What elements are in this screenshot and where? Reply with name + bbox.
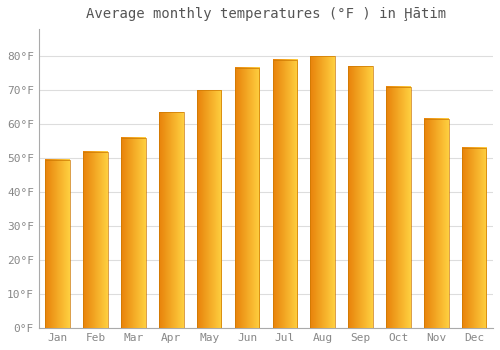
Bar [234,68,260,328]
Bar [310,56,335,328]
Bar [84,152,108,328]
Title: Average monthly temperatures (°F ) in Ḩātim: Average monthly temperatures (°F ) in Ḩā… [86,7,446,21]
Bar [424,119,448,328]
Bar [121,138,146,328]
Bar [462,148,486,328]
Bar [386,87,410,328]
Bar [272,60,297,328]
Bar [159,112,184,328]
Bar [46,160,70,328]
Bar [348,66,373,328]
Bar [197,90,222,328]
